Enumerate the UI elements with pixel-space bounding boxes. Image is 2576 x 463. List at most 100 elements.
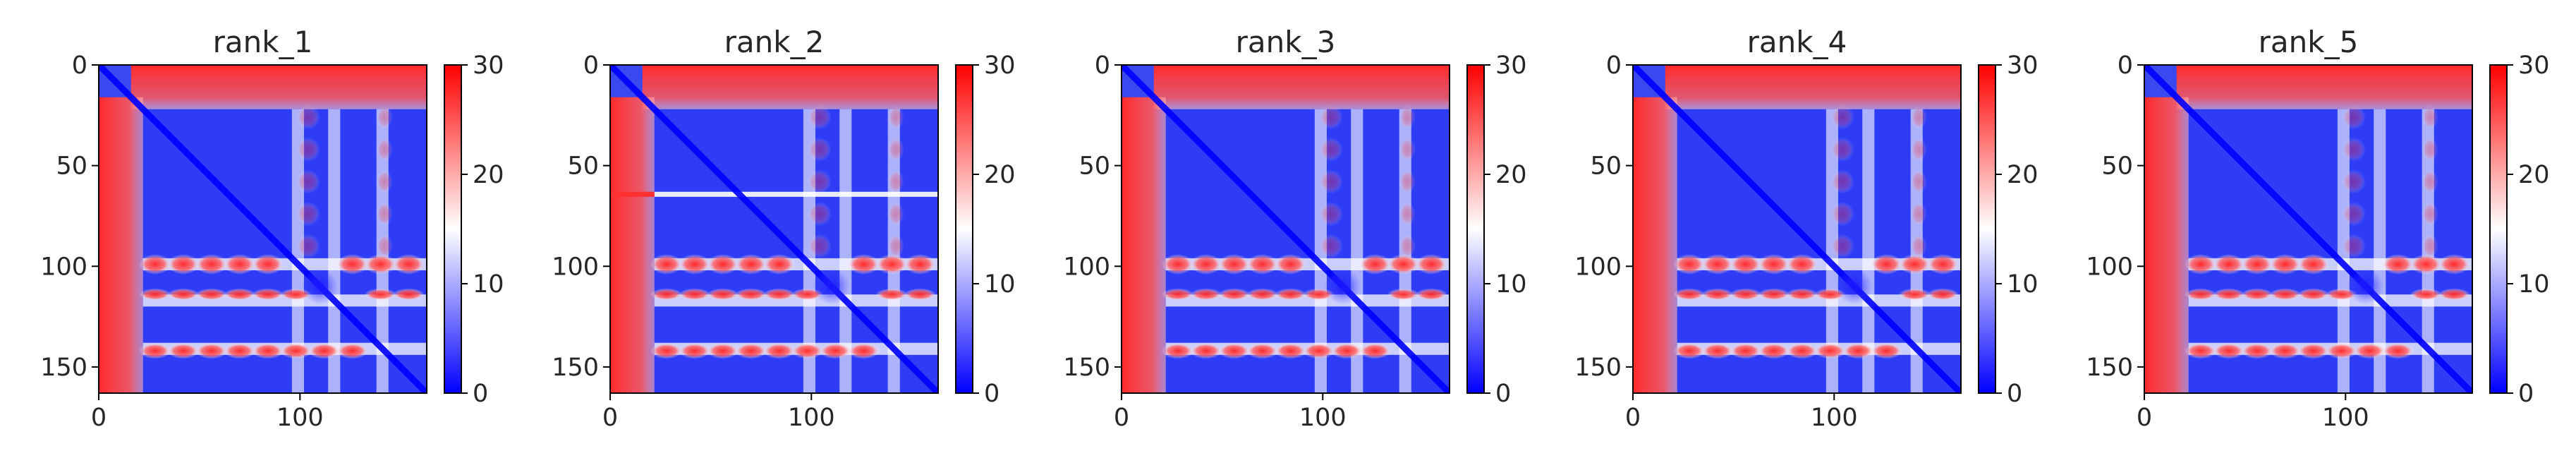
heatmap-region: [2341, 234, 2366, 258]
heatmap-region: [2381, 254, 2414, 275]
y-tick-label: 50: [56, 152, 87, 181]
heatmap-region: [336, 254, 369, 275]
heatmap-region: [887, 105, 904, 130]
heatmap-region: [1830, 137, 1854, 162]
heatmap-region: [1830, 201, 1854, 227]
heatmap-region: [887, 169, 904, 194]
heatmap-region: [807, 169, 832, 194]
heatmap-region: [847, 342, 880, 359]
heatmap-region: [376, 105, 393, 130]
heatmap-region: [308, 342, 341, 359]
heatmap-diagonal: [1122, 65, 1450, 393]
colorbar-tick-label: 30: [2518, 52, 2550, 80]
colorbar: [2489, 64, 2508, 394]
heatmap-region: [392, 288, 425, 301]
pae-heatmap: [1122, 65, 1450, 393]
colorbar-tick-label: 10: [984, 270, 1016, 299]
heatmap-region: [875, 254, 909, 275]
heatmap-region: [839, 109, 852, 393]
heatmap-region: [2422, 169, 2438, 194]
heatmap-region: [1701, 288, 1734, 301]
heatmap-region: [139, 288, 171, 301]
heatmap-region: [2297, 288, 2330, 301]
y-tick-label: 50: [1079, 152, 1110, 181]
heatmap-region: [1757, 342, 1790, 359]
heatmap-region: [887, 137, 904, 162]
heatmap-region: [1898, 254, 1931, 275]
heatmap-region: [1729, 288, 1762, 301]
colorbar-tick-label: 20: [984, 161, 1016, 189]
y-tick-label: 100: [1063, 253, 1110, 281]
heatmap-region: [1189, 254, 1222, 275]
colorbar-tick-label: 0: [2518, 380, 2534, 408]
plot-frame: [1121, 64, 1450, 394]
heatmap-region: [1898, 288, 1931, 301]
panel-title: rank_4: [1747, 25, 1847, 59]
heatmap-region: [1274, 342, 1307, 359]
colorbar-tick-label: 0: [473, 380, 488, 408]
heatmap-region: [763, 288, 796, 301]
heatmap-region: [734, 288, 767, 301]
heatmap-region: [1785, 254, 1818, 275]
heatmap-region: [706, 254, 739, 275]
heatmap-region: [1325, 268, 1361, 305]
heatmap-region: [1399, 234, 1416, 258]
heatmap-region: [1246, 288, 1279, 301]
panel-title: rank_5: [2259, 25, 2359, 59]
heatmap-region: [1162, 342, 1194, 359]
heatmap-region: [706, 288, 739, 301]
heatmap-region: [2297, 254, 2330, 275]
heatmap-region: [2410, 254, 2443, 275]
colorbar-tick-label: 30: [473, 52, 504, 80]
heatmap-region: [1318, 105, 1343, 130]
heatmap-region: [650, 288, 683, 301]
heatmap-region: [223, 288, 256, 301]
heatmap-region: [251, 288, 284, 301]
y-tick-label: 0: [583, 52, 599, 80]
x-tick-label: 100: [277, 404, 324, 432]
heatmap-region: [610, 191, 655, 197]
heatmap-region: [2347, 268, 2384, 305]
heatmap-region: [2297, 342, 2330, 359]
colorbar-tick-label: 10: [2007, 270, 2039, 299]
y-tick-label: 100: [552, 253, 599, 281]
colorbar-tick-label: 20: [473, 161, 504, 189]
heatmap-region: [296, 169, 320, 194]
heatmap-region: [1415, 254, 1448, 275]
y-tick-label: 150: [552, 354, 599, 382]
colorbar: [955, 64, 973, 394]
heatmap-region: [807, 137, 832, 162]
heatmap-region: [1399, 169, 1416, 194]
heatmap-region: [678, 254, 711, 275]
heatmap-region: [296, 137, 320, 162]
heatmap-region: [195, 288, 228, 301]
heatmap-region: [166, 342, 200, 359]
heatmap-region: [166, 288, 200, 301]
heatmap-region: [1274, 254, 1307, 275]
heatmap-region: [875, 288, 909, 301]
y-tick-label: 0: [72, 52, 87, 80]
heatmap-region: [2381, 342, 2414, 359]
heatmap-region: [1830, 234, 1854, 258]
heatmap-region: [2268, 342, 2302, 359]
heatmap-region: [813, 268, 850, 305]
heatmap-region: [1910, 137, 1927, 162]
y-tick-label: 150: [1063, 354, 1110, 382]
heatmap-region: [791, 342, 824, 359]
heatmap-region: [2341, 105, 2366, 130]
heatmap-region: [195, 342, 228, 359]
colorbar: [1978, 64, 1996, 394]
x-tick-label: 0: [91, 404, 107, 432]
heatmap-region: [1910, 201, 1927, 227]
heatmap-region: [819, 342, 852, 359]
colorbar-tick-label: 10: [2518, 270, 2550, 299]
heatmap-region: [376, 169, 393, 194]
heatmap-region: [2422, 137, 2438, 162]
y-tick-label: 150: [40, 354, 87, 382]
heatmap-region: [734, 254, 767, 275]
colorbar-tick-label: 30: [1495, 52, 1527, 80]
